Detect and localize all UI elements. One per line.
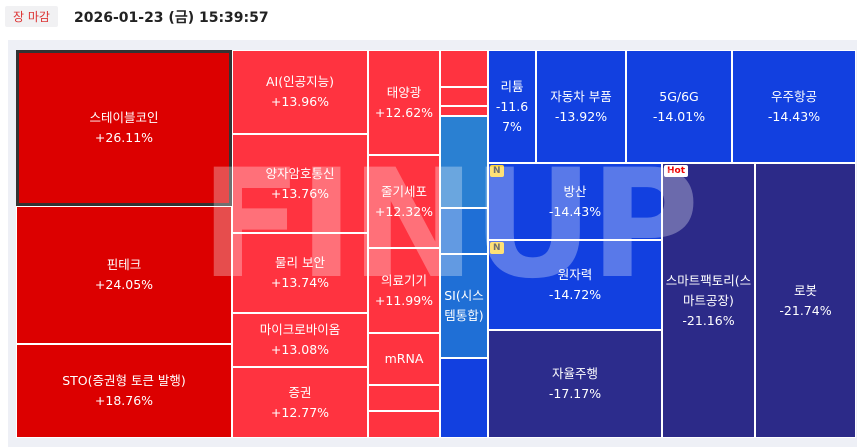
cell-value: +24.05% (94, 277, 154, 292)
cell[interactable]: AI(인공지능) +13.96% (232, 50, 368, 134)
cell[interactable]: mRNA (368, 333, 440, 385)
cell-value: +13.96% (270, 94, 330, 109)
cell[interactable]: SI(시스템통합) (440, 254, 488, 358)
cell[interactable]: 자율주행 -17.17% (488, 330, 662, 438)
cell[interactable]: 마이크로바이옴 +13.08% (232, 313, 368, 367)
cell[interactable]: 줄기세포 +12.32% (368, 155, 440, 248)
cell[interactable]: 스테이블코인 +26.11% (16, 50, 232, 206)
cell-label: 스테이블코인 (89, 110, 159, 125)
cell-value: +12.62% (374, 104, 434, 120)
cell (440, 50, 488, 87)
treemap: 스테이블코인 +26.11% 핀테크 +24.05% STO(증권형 토큰 발행) +18… (8, 40, 857, 447)
cell-label: 핀테크 (106, 257, 142, 272)
cell-value: +18.76% (94, 393, 154, 408)
cell-label: 5G/6G (659, 88, 699, 104)
cell (440, 116, 488, 208)
cell-value: -17.17% (548, 386, 602, 401)
cell-value: -11.67% (495, 98, 529, 134)
cell[interactable]: 양자암호통신 +13.76% (232, 134, 368, 233)
cell-value: -21.16% (682, 312, 735, 328)
cell-value: +12.32% (374, 203, 434, 219)
cell-value: -21.74% (779, 302, 832, 318)
cell (440, 208, 488, 254)
cell[interactable]: 로봇 -21.74% (755, 163, 856, 438)
cell-label: 자동차 부품 (550, 88, 612, 104)
cell-label: STO(증권형 토큰 발행) (62, 373, 186, 388)
cell-label: 원자력 (557, 267, 593, 282)
cell[interactable]: 우주항공 -14.43% (732, 50, 856, 163)
cell-label: 증권 (288, 384, 312, 400)
timestamp: 2026-01-23 (금) 15:39:57 (74, 10, 269, 26)
cell[interactable]: 의료기기 +11.99% (368, 248, 440, 333)
cell[interactable]: STO(증권형 토큰 발행) +18.76% (16, 344, 232, 438)
cell (440, 358, 488, 438)
cell-label: 리튬 (500, 78, 524, 94)
cell-value: +11.99% (374, 292, 434, 308)
cell (440, 106, 488, 116)
cell[interactable]: 5G/6G -14.01% (626, 50, 732, 163)
cell-value: -14.43% (767, 108, 821, 124)
cell-label: AI(인공지능) (266, 74, 334, 89)
cell-label: 스마트팩토리(스마트공장) (665, 272, 752, 308)
cell[interactable]: 핀테크 +24.05% (16, 206, 232, 344)
cell-value: -14.01% (652, 108, 706, 124)
cell[interactable]: 태양광 +12.62% (368, 50, 440, 155)
cell-label: 로봇 (793, 282, 817, 298)
cell[interactable]: 리튬 -11.67% (488, 50, 536, 163)
cell-value: +13.08% (270, 342, 330, 357)
cell (368, 411, 440, 438)
cell-label: 자율주행 (551, 366, 598, 381)
cell-value: -14.43% (548, 203, 602, 219)
cell[interactable]: 방산 -14.43% N (488, 163, 662, 240)
cell (368, 385, 440, 411)
cell[interactable]: 자동차 부품 -13.92% (536, 50, 626, 163)
cell-label: 마이크로바이옴 (259, 322, 341, 337)
cell-label: 의료기기 (380, 272, 427, 288)
cell-value: +13.76% (270, 185, 330, 201)
cell-value: -14.72% (548, 287, 602, 302)
cell-label: 방산 (563, 183, 587, 199)
cell-label: 태양광 (386, 84, 422, 100)
cell-value: -13.92% (554, 108, 608, 124)
cell[interactable]: 물리 보안 +13.74% (232, 233, 368, 313)
cell-value: +13.74% (270, 275, 330, 290)
market-status: 장 마감 (5, 6, 58, 27)
cell[interactable]: 원자력 -14.72% N (488, 240, 662, 330)
cell (440, 87, 488, 106)
cell-label: 물리 보안 (275, 255, 325, 270)
cell[interactable]: 스마트팩토리(스마트공장) -21.16% Hot (662, 163, 755, 438)
cell-label: SI(시스템통합) (444, 288, 484, 323)
cell-label: 우주항공 (770, 88, 817, 104)
badge: N (490, 242, 504, 254)
cell-label: mRNA (384, 351, 424, 366)
cell-label: 줄기세포 (380, 183, 427, 199)
cell-value: +12.77% (270, 404, 330, 420)
cell-value: +26.11% (94, 130, 154, 145)
cell[interactable]: 증권 +12.77% (232, 367, 368, 438)
cell-label: 양자암호통신 (265, 165, 335, 181)
badge: N (490, 165, 504, 177)
badge: Hot (664, 165, 689, 177)
